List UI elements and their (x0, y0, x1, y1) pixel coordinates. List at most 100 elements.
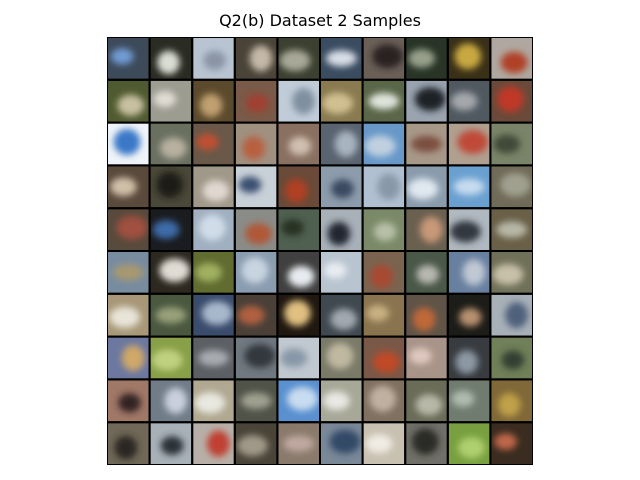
sample-thumbnail (235, 380, 277, 422)
sample-thumbnail (491, 423, 532, 464)
sample-thumbnail (321, 294, 362, 336)
sample-thumbnail (363, 209, 405, 250)
sample-thumbnail (193, 380, 234, 422)
sample-thumbnail (491, 294, 532, 336)
sample-thumbnail (491, 166, 532, 208)
sample-thumbnail (108, 166, 149, 208)
sample-thumbnail (193, 80, 234, 122)
sample-thumbnail (193, 252, 234, 293)
sample-thumbnail (363, 252, 405, 293)
sample-thumbnail (363, 423, 405, 464)
sample-thumbnail (108, 209, 149, 250)
sample-thumbnail (321, 80, 362, 122)
sample-thumbnail (193, 123, 234, 165)
sample-thumbnail (448, 423, 490, 464)
sample-thumbnail (406, 38, 447, 79)
sample-thumbnail (321, 380, 362, 422)
sample-thumbnail (363, 38, 405, 79)
sample-thumbnail (491, 380, 532, 422)
sample-thumbnail (448, 38, 490, 79)
sample-thumbnail (150, 380, 192, 422)
sample-thumbnail (235, 337, 277, 379)
sample-thumbnail (235, 38, 277, 79)
sample-thumbnail (491, 252, 532, 293)
sample-thumbnail (321, 123, 362, 165)
sample-thumbnail (406, 123, 447, 165)
sample-thumbnail (108, 38, 149, 79)
sample-thumbnail (363, 337, 405, 379)
sample-thumbnail (491, 38, 532, 79)
sample-thumbnail (278, 80, 319, 122)
sample-thumbnail (448, 80, 490, 122)
sample-thumbnail (235, 294, 277, 336)
sample-thumbnail (406, 209, 447, 250)
sample-thumbnail (321, 166, 362, 208)
sample-thumbnail (278, 252, 319, 293)
sample-thumbnail (235, 123, 277, 165)
sample-thumbnail (235, 423, 277, 464)
sample-thumbnail (321, 38, 362, 79)
sample-thumbnail (193, 337, 234, 379)
sample-thumbnail (193, 38, 234, 79)
sample-thumbnail (406, 423, 447, 464)
sample-thumbnail (491, 337, 532, 379)
sample-thumbnail (321, 423, 362, 464)
sample-thumbnail (150, 252, 192, 293)
sample-thumbnail (235, 80, 277, 122)
figure-title: Q2(b) Dataset 2 Samples (219, 11, 421, 30)
sample-thumbnail (278, 166, 319, 208)
sample-thumbnail (235, 209, 277, 250)
sample-thumbnail (108, 123, 149, 165)
sample-thumbnail (406, 337, 447, 379)
sample-thumbnail (150, 166, 192, 208)
sample-thumbnail (448, 380, 490, 422)
sample-thumbnail (321, 209, 362, 250)
sample-thumbnail (150, 80, 192, 122)
sample-thumbnail (150, 123, 192, 165)
sample-thumbnail (448, 337, 490, 379)
sample-thumbnail (406, 80, 447, 122)
sample-thumbnail (278, 294, 319, 336)
sample-thumbnail (448, 166, 490, 208)
sample-thumbnail (193, 166, 234, 208)
sample-thumbnail (150, 423, 192, 464)
sample-thumbnail (321, 337, 362, 379)
sample-thumbnail (108, 380, 149, 422)
sample-thumbnail (150, 38, 192, 79)
sample-thumbnail (278, 123, 319, 165)
sample-thumbnail (363, 166, 405, 208)
sample-thumbnail (491, 80, 532, 122)
sample-thumbnail (363, 380, 405, 422)
sample-thumbnail (278, 209, 319, 250)
sample-thumbnail (150, 209, 192, 250)
sample-thumbnail (406, 252, 447, 293)
sample-thumbnail (448, 252, 490, 293)
sample-thumbnail (235, 166, 277, 208)
sample-thumbnail (491, 123, 532, 165)
sample-thumbnail (406, 294, 447, 336)
sample-thumbnail (150, 337, 192, 379)
sample-thumbnail (235, 252, 277, 293)
sample-thumbnail (193, 423, 234, 464)
sample-thumbnail (278, 337, 319, 379)
sample-grid (108, 38, 532, 464)
sample-thumbnail (108, 252, 149, 293)
sample-thumbnail (150, 294, 192, 336)
sample-thumbnail (193, 294, 234, 336)
sample-thumbnail (448, 294, 490, 336)
sample-thumbnail (363, 294, 405, 336)
sample-thumbnail (363, 123, 405, 165)
sample-thumbnail (278, 380, 319, 422)
sample-thumbnail (406, 380, 447, 422)
sample-thumbnail (448, 209, 490, 250)
sample-thumbnail (108, 294, 149, 336)
sample-thumbnail (363, 80, 405, 122)
sample-thumbnail (491, 209, 532, 250)
sample-thumbnail (278, 38, 319, 79)
sample-thumbnail (448, 123, 490, 165)
sample-thumbnail (321, 252, 362, 293)
sample-thumbnail (193, 209, 234, 250)
sample-thumbnail (108, 80, 149, 122)
sample-thumbnail (108, 423, 149, 464)
sample-thumbnail (406, 166, 447, 208)
